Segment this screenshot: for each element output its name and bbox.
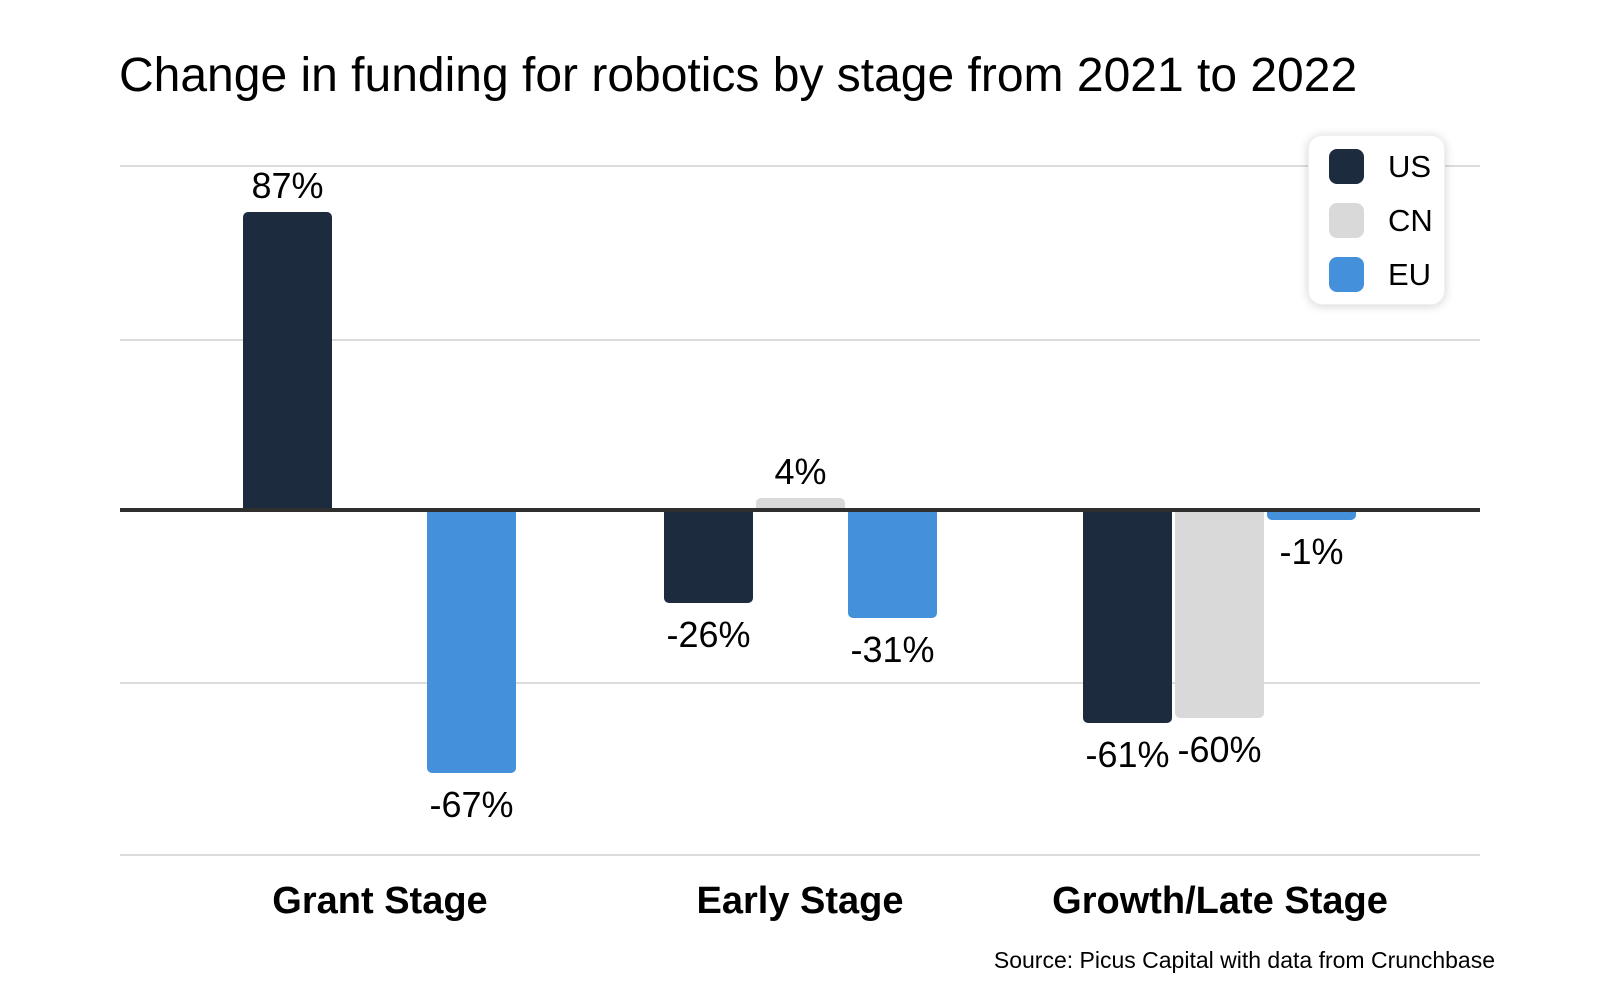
category-label-growth-late-stage: Growth/Late Stage <box>1052 880 1388 922</box>
legend-swatch-cn <box>1329 203 1364 238</box>
category-label-early-stage: Early Stage <box>696 880 904 922</box>
bar-eu-growth-late-stage <box>1267 510 1356 520</box>
legend-swatch-eu <box>1329 257 1364 292</box>
value-label-eu-grant-stage: -67% <box>429 784 514 825</box>
chart-title: Change in funding for robotics by stage … <box>119 49 1358 102</box>
zero-axis-line <box>120 508 1480 512</box>
source-note: Source: Picus Capital with data from Cru… <box>993 947 1495 973</box>
legend-label-us: US <box>1388 149 1432 184</box>
bar-us-early-stage <box>664 510 753 603</box>
bar-us-grant-stage <box>243 212 332 510</box>
bar-cn-growth-late-stage <box>1175 510 1264 718</box>
legend: US CN EU <box>1308 135 1445 305</box>
value-label-us-early-stage: -26% <box>666 614 751 655</box>
bar-eu-grant-stage <box>427 510 516 773</box>
gridline <box>120 854 1480 856</box>
value-label-us-grant-stage: 87% <box>251 165 324 206</box>
value-label-cn-early-stage: 4% <box>774 451 827 492</box>
gridline <box>120 165 1480 167</box>
bar-us-growth-late-stage <box>1083 510 1172 723</box>
gridline <box>120 682 1480 684</box>
legend-label-eu: EU <box>1388 257 1432 292</box>
gridline <box>120 339 1480 341</box>
value-label-eu-early-stage: -31% <box>850 629 935 670</box>
bar-cn-early-stage <box>756 498 845 510</box>
bar-eu-early-stage <box>848 510 937 618</box>
value-label-us-growth-late-stage: -61% <box>1085 734 1170 775</box>
value-label-cn-growth-late-stage: -60% <box>1177 729 1262 770</box>
value-label-eu-growth-late-stage: -1% <box>1279 531 1344 572</box>
legend-swatch-us <box>1329 149 1364 184</box>
legend-label-cn: CN <box>1388 203 1433 238</box>
category-label-grant-stage: Grant Stage <box>272 880 488 922</box>
